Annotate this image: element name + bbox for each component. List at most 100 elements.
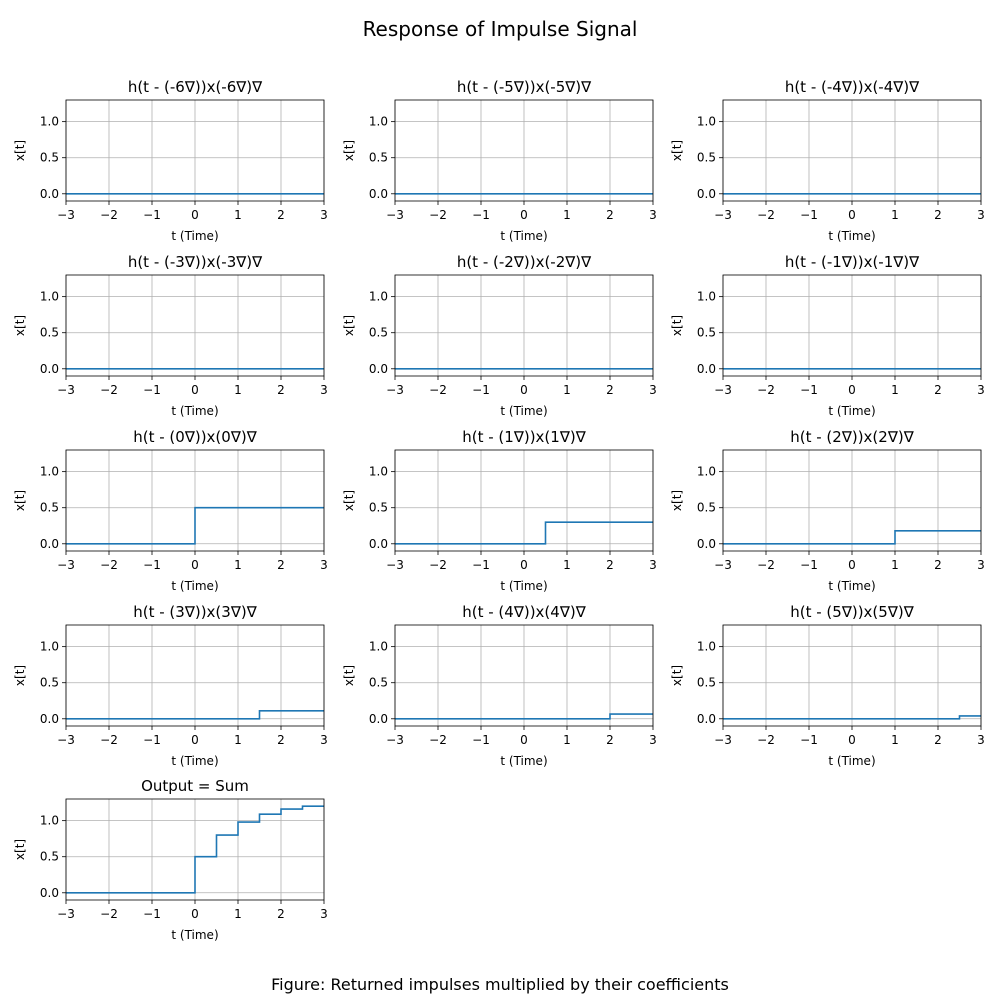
x-axis-label: t (Time) [828, 229, 875, 243]
series-line [66, 805, 324, 894]
subplot-title: h(t - (-3∇))x(-3∇)∇ [128, 253, 263, 271]
x-tick-label: −3 [57, 208, 75, 222]
x-tick-label: −1 [472, 733, 490, 747]
series-line [66, 710, 324, 720]
series-line [723, 529, 981, 545]
subplot-8: −3 −2 −1 0 1 2 3 0.0 0.5 1.0 h(t - (1∇))x(1∇)∇ t (T… [342, 428, 657, 593]
y-tick-label: 0.0 [369, 537, 388, 551]
x-tick-label: 3 [977, 558, 985, 572]
x-tick-label: −2 [757, 208, 775, 222]
y-tick-label: 1.0 [40, 465, 59, 479]
x-tick-label: 0 [191, 208, 199, 222]
y-tick-label: 0.0 [369, 362, 388, 376]
y-tick-label: 0.0 [40, 187, 59, 201]
y-axis-label: x[t] [13, 140, 27, 161]
x-tick-label: 1 [563, 733, 571, 747]
x-tick-label: 1 [891, 558, 899, 572]
y-tick-label: 1.0 [369, 465, 388, 479]
x-tick-label: −3 [57, 383, 75, 397]
x-axis-label: t (Time) [171, 928, 218, 942]
x-tick-label: 0 [191, 907, 199, 921]
y-tick-label: 1.0 [369, 640, 388, 654]
x-tick-label: −1 [143, 733, 161, 747]
x-tick-label: 0 [848, 733, 856, 747]
x-tick-label: −3 [57, 733, 75, 747]
y-tick-label: 0.5 [697, 326, 716, 340]
y-tick-label: 1.0 [697, 640, 716, 654]
x-tick-label: 0 [848, 383, 856, 397]
y-axis-label: x[t] [342, 665, 356, 686]
x-tick-label: −1 [472, 558, 490, 572]
subplots-grid: −3 −2 −1 0 1 2 3 0.0 0.5 1.0 h(t - (-6∇))x(-6∇)∇ t … [13, 78, 985, 942]
x-tick-label: −3 [386, 733, 404, 747]
x-axis-label: t (Time) [500, 754, 547, 768]
x-tick-label: 0 [191, 558, 199, 572]
x-tick-label: −2 [757, 558, 775, 572]
x-axis-label: t (Time) [500, 404, 547, 418]
subplot-9: −3 −2 −1 0 1 2 3 0.0 0.5 1.0 h(t - (2∇))x(2∇)∇ t (T… [670, 428, 985, 593]
x-tick-label: 3 [649, 558, 657, 572]
x-tick-label: −1 [143, 558, 161, 572]
x-tick-label: 1 [563, 558, 571, 572]
x-tick-label: 1 [891, 733, 899, 747]
x-tick-label: 2 [606, 208, 614, 222]
x-axis-label: t (Time) [500, 579, 547, 593]
x-tick-label: 2 [934, 383, 942, 397]
figure-suptitle: Response of Impulse Signal [363, 17, 638, 41]
y-axis-label: x[t] [342, 140, 356, 161]
y-tick-label: 1.0 [40, 290, 59, 304]
y-tick-label: 0.0 [697, 537, 716, 551]
series-line [66, 506, 324, 545]
x-tick-label: −2 [429, 208, 447, 222]
x-tick-label: 1 [234, 558, 242, 572]
x-tick-label: −2 [100, 733, 118, 747]
x-tick-label: 3 [977, 383, 985, 397]
x-tick-label: 2 [606, 383, 614, 397]
x-tick-label: 1 [891, 383, 899, 397]
x-tick-label: 1 [891, 208, 899, 222]
y-tick-label: 1.0 [697, 465, 716, 479]
y-axis-label: x[t] [13, 315, 27, 336]
figure-caption: Figure: Returned impulses multiplied by … [271, 975, 729, 994]
x-tick-label: 0 [520, 558, 528, 572]
subplot-1: −3 −2 −1 0 1 2 3 0.0 0.5 1.0 h(t - (-6∇))x(-6∇)∇ t … [13, 78, 328, 243]
y-tick-label: 1.0 [40, 640, 59, 654]
x-tick-label: −3 [714, 733, 732, 747]
y-tick-label: 0.5 [697, 676, 716, 690]
x-tick-label: −2 [429, 733, 447, 747]
y-tick-label: 0.5 [369, 326, 388, 340]
x-axis-label: t (Time) [828, 754, 875, 768]
y-axis-label: x[t] [13, 839, 27, 860]
y-axis-label: x[t] [670, 490, 684, 511]
x-tick-label: −2 [757, 733, 775, 747]
x-tick-label: 1 [234, 907, 242, 921]
x-tick-label: 2 [277, 558, 285, 572]
x-tick-label: 2 [277, 208, 285, 222]
subplot-2: −3 −2 −1 0 1 2 3 0.0 0.5 1.0 h(t - (-5∇))x(-5∇)∇ t … [342, 78, 657, 243]
x-tick-label: 3 [320, 208, 328, 222]
y-axis-label: x[t] [670, 140, 684, 161]
x-tick-label: −1 [472, 383, 490, 397]
subplot-3: −3 −2 −1 0 1 2 3 0.0 0.5 1.0 h(t - (-4∇))x(-4∇)∇ t … [670, 78, 985, 243]
y-tick-label: 0.5 [40, 676, 59, 690]
y-tick-label: 0.5 [369, 676, 388, 690]
subplot-10: −3 −2 −1 0 1 2 3 0.0 0.5 1.0 h(t - (3∇))x(3∇)∇ t (T… [13, 603, 328, 768]
subplot-title: h(t - (2∇))x(2∇)∇ [790, 428, 914, 446]
x-tick-label: −3 [386, 558, 404, 572]
subplot-title: h(t - (4∇))x(4∇)∇ [462, 603, 586, 621]
x-tick-label: −1 [800, 558, 818, 572]
x-tick-label: 0 [520, 208, 528, 222]
y-tick-label: 0.0 [40, 712, 59, 726]
y-tick-label: 1.0 [369, 290, 388, 304]
x-tick-label: 1 [234, 208, 242, 222]
x-tick-label: −1 [472, 208, 490, 222]
y-tick-label: 1.0 [697, 290, 716, 304]
x-tick-label: 3 [320, 383, 328, 397]
x-axis-label: t (Time) [171, 754, 218, 768]
x-tick-label: 0 [848, 558, 856, 572]
x-axis-label: t (Time) [828, 579, 875, 593]
x-axis-label: t (Time) [171, 229, 218, 243]
y-axis-label: x[t] [342, 490, 356, 511]
x-tick-label: −1 [800, 733, 818, 747]
subplot-7: −3 −2 −1 0 1 2 3 0.0 0.5 1.0 h(t - (0∇))x(0∇)∇ t (T… [13, 428, 328, 593]
